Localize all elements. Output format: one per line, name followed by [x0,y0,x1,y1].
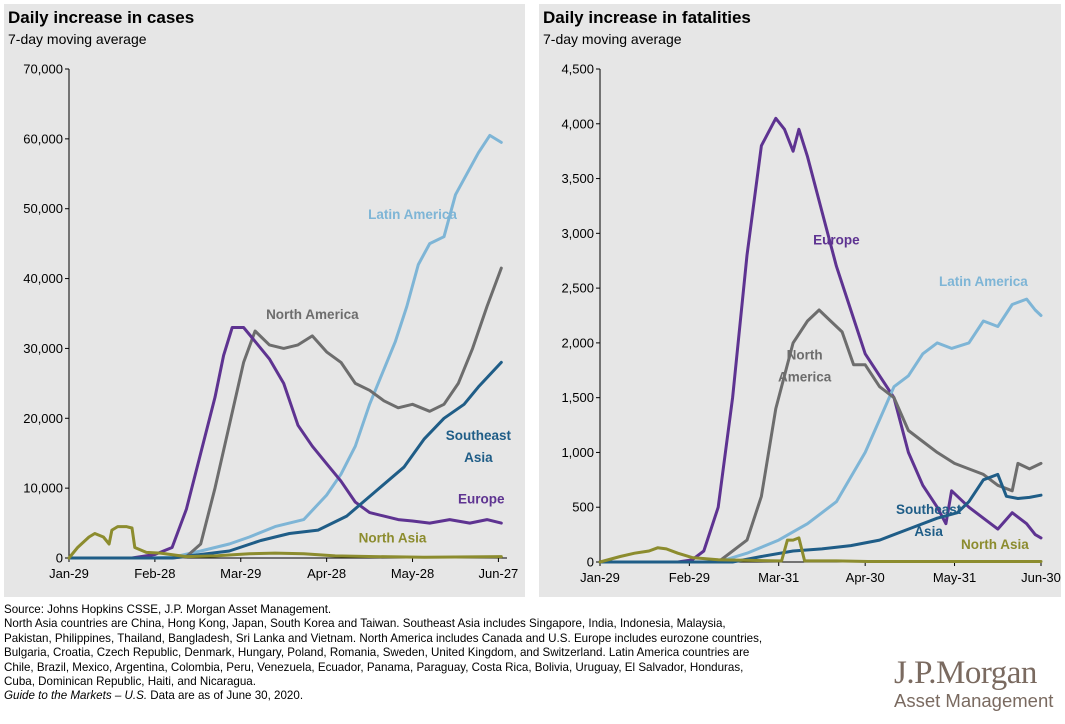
y-tick-label: 4,000 [561,116,594,131]
y-tick-label: 2,000 [561,335,594,350]
fatalities-chart: 4,500 4,000 3,500 3,000 2,500 2,000 1,500 1,000… [561,62,1061,586]
y-tick-label: 3,500 [561,171,594,186]
y-tick-label: 1,500 [561,390,594,405]
series-line-north-america [598,308,1043,564]
chart-title: Daily increase in fatalities [543,8,751,27]
series-label-southeast-asia: Southeast Asia [896,502,962,539]
logo-subtitle: Asset Management [894,690,1054,711]
series-label-southeast-asia: Southeast Asia [446,428,512,465]
data-date-note: Data are as of June 30, 2020. [147,689,304,703]
series-line-southeast-asia [67,360,503,560]
y-tick-label: 4,500 [561,62,594,77]
series-line-north-america [67,266,503,560]
series-line-latin-america [67,133,503,560]
jpmorgan-logo: J.P.Morgan Asset Management [894,656,1062,712]
series-label-latin-america: Latin America [939,274,1028,289]
series-label-europe: Europe [813,232,860,247]
x-tick-label: Jan-29 [580,570,620,585]
y-tick-label: 1,000 [561,445,594,460]
chart-subtitle: 7-day moving average [8,31,147,47]
x-tick-label: Jun-30 [1021,570,1061,585]
y-tick-label: 70,000 [23,62,63,77]
x-tick-label: May-28 [391,566,434,581]
footnote-guide-line: Guide to the Markets – U.S. Data are as … [4,689,864,703]
cases-chart-panel: Daily increase in cases 7-day moving ave… [4,4,525,597]
y-tick-label: 30,000 [23,341,63,356]
footnote-line: Cuba, Dominican Republic, Haiti, and Nic… [4,675,256,689]
guide-title: Guide to the Markets – U.S. [4,689,148,703]
y-tick-label: 60,000 [23,131,63,146]
series-line-europe [67,326,503,560]
y-tick-label: 50,000 [23,201,63,216]
x-tick-label: May-31 [933,570,976,585]
x-tick-label: Apr-30 [846,570,885,585]
chart-title: Daily increase in cases [8,8,195,27]
series-label-north-america: North America [778,347,832,384]
series-line-latin-america [598,297,1043,564]
series-line-north-asia [67,525,503,560]
logo-name: J.P.Morgan [894,655,1037,691]
series-line-europe [598,116,1043,564]
y-tick-label: 0 [587,555,594,570]
x-tick-label: Mar-31 [758,570,799,585]
footnote-line: Bulgaria, Croatia, Czech Republic, Denma… [4,646,750,660]
footnote-line: North Asia countries are China, Hong Kon… [4,617,726,631]
y-tick-label: 2,500 [561,281,594,296]
x-tick-label: Feb-29 [669,570,710,585]
fatalities-chart-panel: Daily increase in fatalities 7-day movin… [539,4,1061,597]
series-label-north-america: North America [266,307,359,322]
footnote-line: Source: Johns Hopkins CSSE, J.P. Morgan … [4,603,332,616]
series-line-north-asia [598,536,1043,564]
y-tick-label: 0 [56,551,63,566]
y-tick-label: 500 [572,500,594,515]
chart-subtitle: 7-day moving average [543,31,682,47]
series-label-north-asia: North Asia [961,537,1029,552]
x-tick-label: Jan-29 [49,566,89,581]
y-tick-label: 3,000 [561,226,594,241]
y-tick-label: 20,000 [23,411,63,426]
footnote-line: Pakistan, Philippines, Thailand, Banglad… [4,631,763,645]
cases-chart: 70,000 60,000 50,000 40,000 30,000 20,000 10,0… [23,62,519,582]
footnotes: Source: Johns Hopkins CSSE, J.P. Morgan … [4,603,864,704]
series-label-north-asia: North Asia [359,531,427,546]
series-label-europe: Europe [458,492,505,507]
y-tick-label: 40,000 [23,271,63,286]
footnote-line: Chile, Brazil, Mexico, Argentina, Colomb… [4,660,744,674]
x-tick-label: Apr-28 [307,566,346,581]
x-tick-label: Jun-27 [479,566,519,581]
x-tick-label: Mar-29 [220,566,261,581]
y-tick-label: 10,000 [23,481,63,496]
series-label-latin-america: Latin America [368,207,457,222]
x-tick-label: Feb-28 [134,566,175,581]
